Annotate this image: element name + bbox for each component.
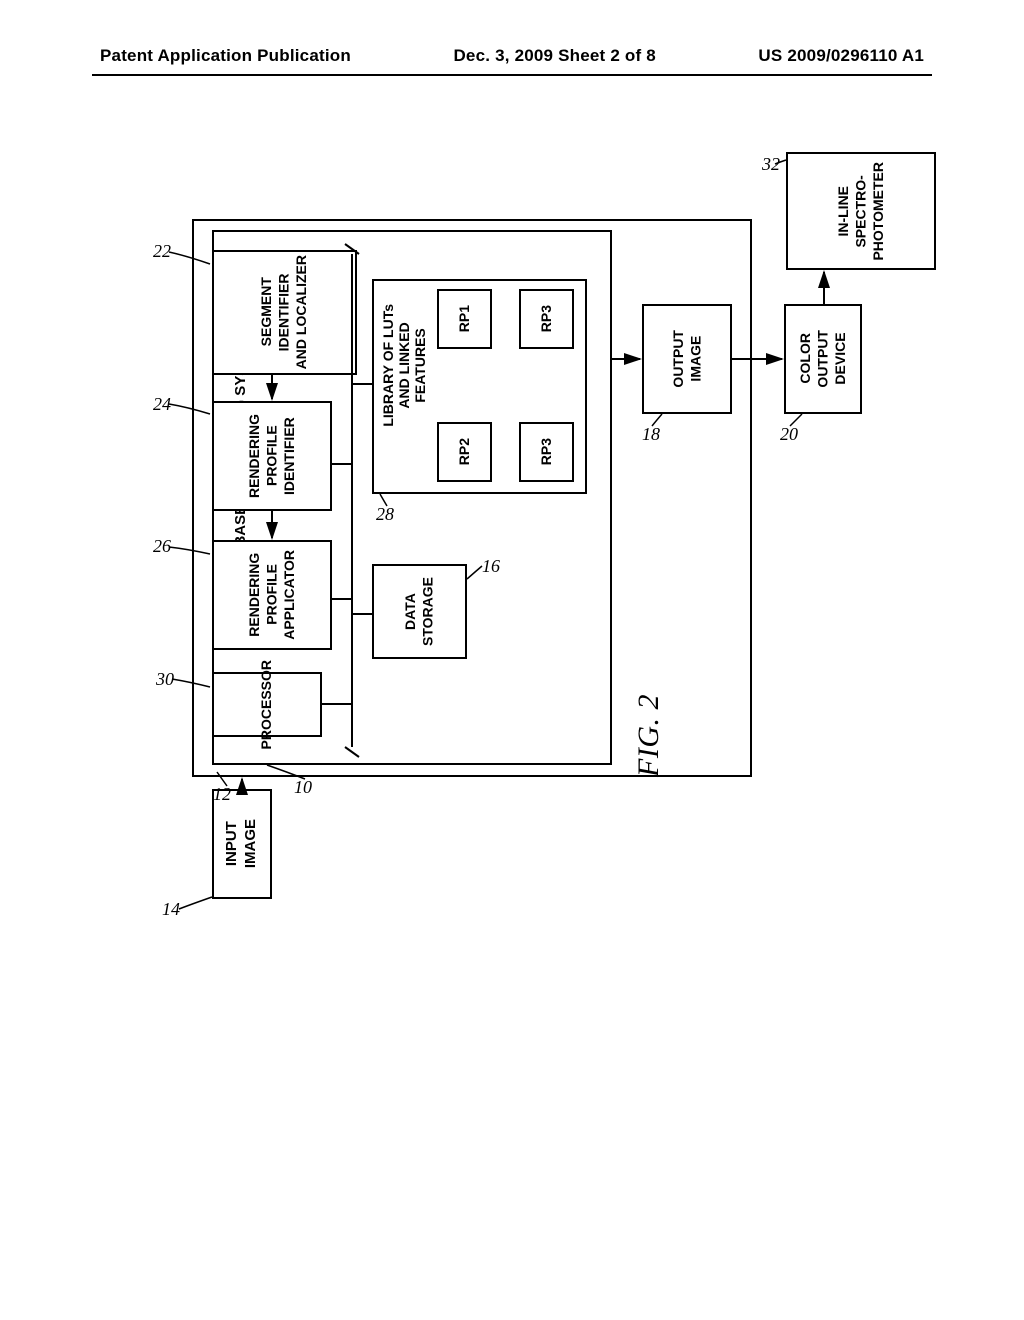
block-spectro: IN-LINE SPECTRO- PHOTOMETER: [786, 152, 936, 270]
block-input-image: INPUT IMAGE: [212, 789, 272, 899]
ref-segment: 22: [153, 241, 171, 262]
ref-rp-identifier: 24: [153, 394, 171, 415]
block-color-output: COLOR OUTPUT DEVICE: [784, 304, 862, 414]
ref-data-storage: 16: [482, 556, 500, 577]
ref-cbrs: 10: [294, 777, 312, 798]
text-rp2: RP2: [456, 438, 474, 465]
text-rp1: RP1: [456, 305, 474, 332]
text-rp-identifier: RENDERING PROFILE IDENTIFIER: [246, 414, 299, 498]
block-rp1: RP1: [437, 289, 492, 349]
header-right: US 2009/0296110 A1: [758, 46, 924, 66]
ref-rp-applicator: 26: [153, 536, 171, 557]
text-data-storage: DATA STORAGE: [402, 577, 437, 646]
ref-input-image: 14: [162, 899, 180, 920]
ref-output-image: 18: [642, 424, 660, 445]
text-rp-applicator: RENDERING PROFILE APPLICATOR: [246, 550, 299, 640]
text-output-image: OUTPUT IMAGE: [670, 330, 705, 388]
page-header: Patent Application Publication Dec. 3, 2…: [100, 46, 924, 66]
text-rp3a: RP3: [538, 305, 556, 332]
figure-canvas: INPUT IMAGE 14 DFE 12 CONTENT-BASED REND…: [62, 124, 962, 1244]
text-spectro: IN-LINE SPECTRO- PHOTOMETER: [835, 162, 888, 261]
block-data-storage: DATA STORAGE: [372, 564, 467, 659]
header-left: Patent Application Publication: [100, 46, 351, 66]
text-library: LIBRARY OF LUTs AND LINKED FEATURES: [380, 304, 428, 427]
block-output-image: OUTPUT IMAGE: [642, 304, 732, 414]
page: Patent Application Publication Dec. 3, 2…: [0, 0, 1024, 1320]
figure-caption: FIG. 2: [632, 694, 666, 777]
block-segment: SEGMENT IDENTIFIER AND LOCALIZER: [212, 250, 357, 375]
ref-library: 28: [376, 504, 394, 525]
text-input-image: INPUT IMAGE: [223, 819, 261, 868]
text-rp3b: RP3: [538, 438, 556, 465]
block-rp-applicator: RENDERING PROFILE APPLICATOR: [212, 540, 332, 650]
text-processor: PROCESSOR: [258, 660, 276, 749]
ref-color-output: 20: [780, 424, 798, 445]
block-rp3a: RP3: [519, 289, 574, 349]
block-rp2: RP2: [437, 422, 492, 482]
text-color-output: COLOR OUTPUT DEVICE: [797, 330, 850, 388]
header-rule: [92, 74, 932, 76]
header-center: Dec. 3, 2009 Sheet 2 of 8: [453, 46, 656, 66]
text-segment: SEGMENT IDENTIFIER AND LOCALIZER: [258, 255, 311, 369]
ref-processor: 30: [156, 669, 174, 690]
block-rp-identifier: RENDERING PROFILE IDENTIFIER: [212, 401, 332, 511]
ref-dfe: 12: [213, 784, 231, 805]
ref-spectro: 32: [762, 154, 780, 175]
block-processor: PROCESSOR: [212, 672, 322, 737]
block-rp3b: RP3: [519, 422, 574, 482]
